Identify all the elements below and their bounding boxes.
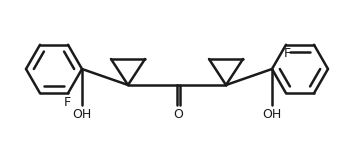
Text: F: F — [63, 96, 70, 109]
Text: OH: OH — [262, 107, 282, 121]
Text: O: O — [173, 107, 183, 121]
Text: F: F — [284, 47, 291, 60]
Text: OH: OH — [72, 107, 92, 121]
